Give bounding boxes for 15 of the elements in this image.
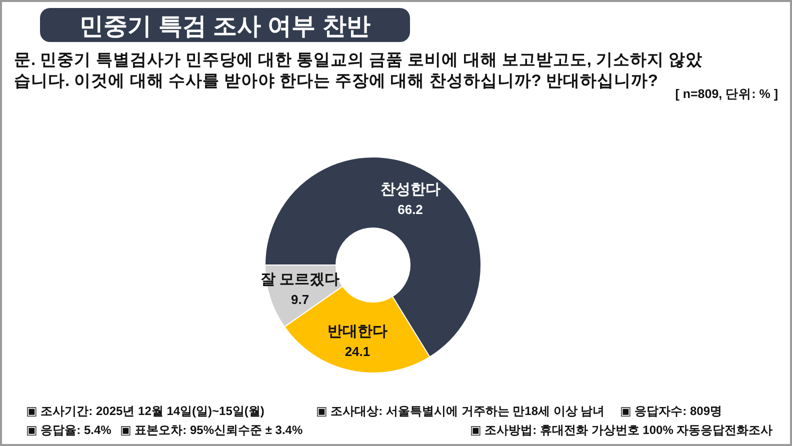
text: ▣ 조사대상: 서울특별시에 거주하는 만18세 이상 남녀	[316, 404, 605, 418]
text: ▣ 응답율: 5.4%	[26, 423, 112, 437]
text: ▣ 표본오차: 95%신뢰수준 ± 3.4%	[120, 423, 303, 437]
text: ▣ 응답자수: 809명	[620, 404, 722, 418]
text: ▣ 조사기간: 2025년 12월 14일(일)~15일(월)	[26, 404, 264, 418]
slice-label: 찬성한다	[380, 181, 440, 198]
slice-label: 잘 모르겠다	[260, 270, 340, 288]
chart-subtitle: 문. 민중기 특별검사가 민주당에 대한 통일교의 금품 로비에 대해 보고받고도, 기소하지 않았습니다. 이것에 대해 수사를 받아야 한다는 주장에 대해 찬성하십니까? 반대하십니까?	[14, 51, 703, 90]
chart-title: 민중기 특검 조사 여부 찬반	[80, 13, 370, 40]
data-label: 9.7	[290, 292, 310, 307]
data-label: 66.2	[398, 202, 423, 218]
data-label: 24.1	[344, 344, 370, 359]
text: ▣ 조사방법: 휴대전화 가상번호 100% 자동응답전화조사	[470, 423, 773, 437]
slice-label: 반대한다	[327, 322, 388, 340]
text: [ n=809, 단위: % ]	[675, 87, 778, 101]
